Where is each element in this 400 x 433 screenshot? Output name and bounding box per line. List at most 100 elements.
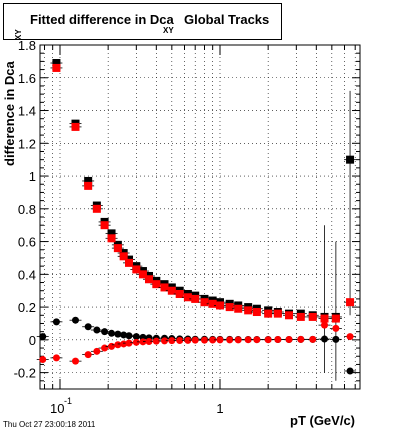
y-tick-label: -0.2 — [14, 366, 36, 381]
y-tick-label: 1.2 — [18, 136, 36, 151]
data-point-square — [175, 289, 184, 298]
data-point-circle — [52, 318, 60, 326]
data-point-circle — [120, 331, 128, 339]
data-point-square — [320, 314, 329, 323]
data-point-circle — [176, 337, 184, 345]
data-point-circle — [114, 330, 122, 338]
data-point-square — [119, 252, 128, 261]
data-point-circle — [101, 328, 109, 336]
data-point-square — [92, 204, 101, 213]
data-point-circle — [309, 335, 317, 343]
y-axis-label-subscript: XY — [14, 29, 23, 40]
data-point-square — [346, 155, 355, 164]
data-point-circle — [274, 336, 282, 344]
data-point-circle — [84, 351, 92, 359]
data-point-circle — [168, 337, 176, 345]
y-tick-label: 0.2 — [18, 300, 36, 315]
y-tick-label: 1.4 — [18, 104, 36, 119]
data-point-circle — [332, 324, 340, 332]
data-point-circle — [321, 321, 329, 329]
chart-title-box: Fitted difference in Dca XY Global Track… — [3, 3, 282, 40]
data-point-square — [107, 234, 116, 243]
data-point-square — [331, 314, 340, 323]
data-point-square — [160, 283, 169, 292]
data-point-square — [152, 280, 161, 289]
data-point-circle — [264, 336, 272, 344]
data-point-square — [208, 299, 217, 308]
data-point-square — [125, 258, 134, 267]
data-point-square — [113, 244, 122, 253]
data-point-square — [71, 122, 80, 131]
data-point-circle — [52, 354, 60, 362]
data-point-square — [144, 275, 153, 284]
x-tick-label-exponent: -1 — [64, 396, 72, 406]
chart-title-subscript: XY — [163, 26, 174, 35]
data-point-circle — [161, 337, 169, 345]
data-point-square — [264, 309, 273, 318]
data-point-square — [84, 181, 93, 190]
data-point-square — [52, 59, 61, 68]
chart-title: Fitted difference in Dca — [30, 12, 174, 27]
data-point-circle — [321, 335, 329, 343]
data-point-circle — [346, 333, 354, 341]
data-point-circle — [139, 338, 147, 346]
y-axis-label: difference in Dca — [2, 61, 17, 166]
data-point-circle — [346, 367, 354, 375]
x-tick-label: 1 — [216, 401, 223, 416]
data-point-circle — [93, 347, 101, 355]
data-point-square — [191, 294, 200, 303]
data-point-circle — [285, 336, 293, 344]
data-point-square — [200, 298, 209, 307]
y-tick-label: 1.8 — [18, 38, 36, 53]
data-point-circle — [71, 316, 79, 324]
data-point-circle — [108, 329, 116, 337]
data-point-square — [346, 298, 355, 307]
y-tick-label: 0.4 — [18, 267, 36, 282]
y-tick-label: 0.8 — [18, 202, 36, 217]
data-point-circle — [152, 337, 160, 345]
data-point-square — [52, 63, 61, 72]
y-tick-label: 0 — [29, 333, 36, 348]
data-point-circle — [226, 336, 234, 344]
data-point-circle — [39, 333, 47, 341]
data-point-circle — [101, 344, 109, 352]
y-tick-label: 0.6 — [18, 235, 36, 250]
data-point-square — [100, 221, 109, 230]
data-point-square — [244, 306, 253, 315]
y-tick-label: 1.6 — [18, 71, 36, 86]
data-point-circle — [125, 339, 133, 347]
data-point-circle — [39, 356, 47, 364]
data-point-circle — [120, 340, 128, 348]
data-point-square — [234, 304, 243, 313]
data-point-circle — [332, 335, 340, 343]
data-point-circle — [244, 336, 252, 344]
x-tick-label: 10 — [50, 401, 64, 416]
data-point-circle — [234, 336, 242, 344]
data-point-square — [308, 312, 317, 321]
data-point-circle — [145, 337, 153, 345]
data-point-circle — [125, 332, 133, 340]
data-point-square — [132, 265, 141, 274]
data-point-circle — [132, 338, 140, 346]
data-point-square — [225, 303, 234, 312]
data-point-circle — [108, 342, 116, 350]
data-point-square — [107, 229, 116, 238]
data-point-circle — [114, 341, 122, 349]
data-point-square — [273, 309, 282, 318]
data-point-square — [285, 311, 294, 320]
chart-title-suffix: Global Tracks — [184, 12, 270, 27]
data-point-circle — [191, 336, 199, 344]
data-point-square — [215, 301, 224, 310]
data-point-circle — [184, 336, 192, 344]
data-point-square — [252, 308, 261, 317]
data-point-circle — [253, 336, 261, 344]
y-tick-label: 1 — [29, 169, 36, 184]
data-point-square — [138, 270, 147, 279]
data-point-circle — [71, 357, 79, 365]
data-point-square — [167, 286, 176, 295]
data-point-circle — [297, 335, 305, 343]
data-point-circle — [216, 336, 224, 344]
timestamp: Thu Oct 27 23:00:18 2011 — [3, 420, 96, 429]
data-point-circle — [93, 326, 101, 334]
